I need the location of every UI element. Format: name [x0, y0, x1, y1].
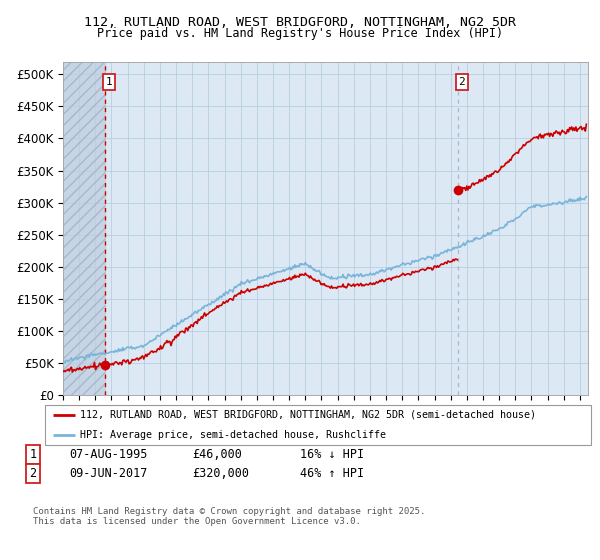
Text: 2: 2	[29, 466, 37, 480]
Text: Price paid vs. HM Land Registry's House Price Index (HPI): Price paid vs. HM Land Registry's House …	[97, 27, 503, 40]
Text: 1: 1	[106, 77, 112, 87]
Text: 07-AUG-1995: 07-AUG-1995	[69, 448, 148, 461]
Text: HPI: Average price, semi-detached house, Rushcliffe: HPI: Average price, semi-detached house,…	[80, 430, 386, 440]
Text: 09-JUN-2017: 09-JUN-2017	[69, 466, 148, 480]
Text: 16% ↓ HPI: 16% ↓ HPI	[300, 448, 364, 461]
Text: 112, RUTLAND ROAD, WEST BRIDGFORD, NOTTINGHAM, NG2 5DR (semi-detached house): 112, RUTLAND ROAD, WEST BRIDGFORD, NOTTI…	[80, 410, 536, 420]
Text: 46% ↑ HPI: 46% ↑ HPI	[300, 466, 364, 480]
Text: Contains HM Land Registry data © Crown copyright and database right 2025.
This d: Contains HM Land Registry data © Crown c…	[33, 507, 425, 526]
Text: 2: 2	[458, 77, 466, 87]
Text: £320,000: £320,000	[192, 466, 249, 480]
Text: 112, RUTLAND ROAD, WEST BRIDGFORD, NOTTINGHAM, NG2 5DR: 112, RUTLAND ROAD, WEST BRIDGFORD, NOTTI…	[84, 16, 516, 29]
Text: 1: 1	[29, 448, 37, 461]
Text: £46,000: £46,000	[192, 448, 242, 461]
FancyBboxPatch shape	[45, 405, 591, 445]
